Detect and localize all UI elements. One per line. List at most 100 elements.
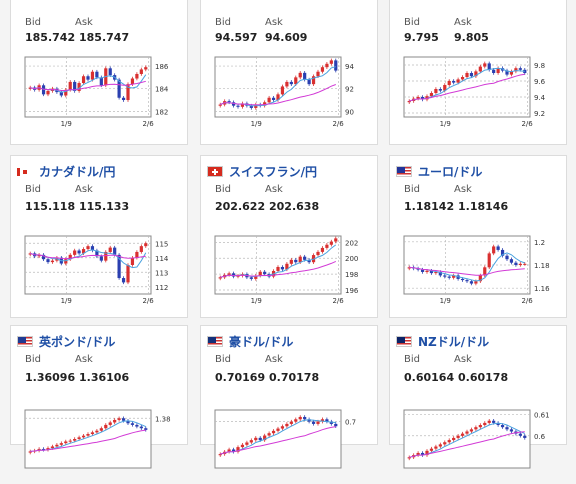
candle-body <box>452 275 456 278</box>
rate-card[interactable]: NZドル/ドル Bid Ask 0.60164 0.60178 0.61 0.6 <box>389 325 567 469</box>
y-tick-label: 92 <box>345 86 354 94</box>
candle-body <box>460 77 465 80</box>
candle-body <box>294 77 298 85</box>
candle-body <box>81 435 86 438</box>
candle-body <box>231 102 236 106</box>
candle-body <box>492 69 496 73</box>
candle-body <box>420 97 425 100</box>
bid-value: 0.60164 <box>404 371 455 384</box>
candle-body <box>443 85 447 91</box>
candle-body <box>144 67 148 70</box>
rate-card[interactable]: カナダドル/円 Bid Ask 115.118 115.133 115 114 113 112 1… <box>10 155 188 318</box>
ask-label: Ask <box>265 354 283 365</box>
candle-body <box>320 247 325 252</box>
candle-body <box>249 440 253 443</box>
candle-body <box>434 271 438 274</box>
candle-body <box>144 243 148 247</box>
rate-card[interactable]: ユーロ/ドル Bid Ask 1.18142 1.18146 1.2 1.18 1.16 1/9… <box>389 155 567 318</box>
rate-card[interactable]: スイスフラン/円 Bid Ask 202.622 202.638 202 200 198 196… <box>200 155 378 318</box>
card-header: スイスフラン/円 <box>207 162 317 180</box>
chart-frame <box>403 56 531 118</box>
y-tick-label: 202 <box>345 239 358 247</box>
candle-body <box>303 72 307 80</box>
y-tick-label: 9.4 <box>534 94 546 102</box>
x-tick-label: 2/6 <box>332 297 344 305</box>
ask-value: 0.70178 <box>269 371 320 384</box>
candle-body <box>320 67 325 72</box>
candle-body <box>303 256 307 260</box>
candle-body <box>280 86 285 95</box>
currency-pair-link[interactable]: ユーロ/ドル <box>418 164 483 179</box>
candle-body <box>41 85 46 95</box>
candle-body <box>509 71 514 75</box>
bid-ask-values: 94.597 94.609 <box>215 31 315 44</box>
candle-body <box>474 281 478 284</box>
y-tick-label: 114 <box>155 255 169 263</box>
candle-body <box>298 416 302 420</box>
price-chart: 115 114 113 112 1/9 2/6 <box>24 235 169 305</box>
currency-pair-link[interactable]: 豪ドル/ドル <box>229 334 294 349</box>
candle-body <box>496 422 500 426</box>
candle-body <box>73 81 77 91</box>
ask-value: 0.60178 <box>458 371 509 384</box>
long-moving-average <box>220 84 336 106</box>
price-chart: 94 92 90 1/9 2/6 <box>214 56 354 128</box>
candle-body <box>456 435 460 438</box>
currency-pair-link[interactable]: NZドル/ドル <box>418 334 490 349</box>
candle-body <box>73 439 77 441</box>
y-tick-label: 9.6 <box>534 78 546 86</box>
candle-body <box>523 263 527 265</box>
candle-body <box>81 249 86 254</box>
candle-body <box>294 259 298 263</box>
candle-body <box>465 431 469 434</box>
candle-body <box>90 432 95 435</box>
bid-label: Bid <box>25 354 41 365</box>
candle-body <box>64 441 68 444</box>
y-tick-label: 1.16 <box>534 285 550 293</box>
candle-body <box>285 263 289 270</box>
bid-value: 0.70169 <box>215 371 266 384</box>
candle-body <box>254 437 258 441</box>
ask-label: Ask <box>454 17 472 28</box>
candle-body <box>447 81 451 85</box>
rate-card[interactable]: Bid Ask 94.597 94.609 94 92 90 1/9 2/6 <box>200 0 378 145</box>
rate-card[interactable]: Bid Ask 9.795 9.805 9.8 9.6 9.4 9.2 1/9 2/6 <box>389 0 567 145</box>
currency-pair-link[interactable]: 英ポンド/ドル <box>39 334 116 349</box>
bid-ask-labels: Bid Ask <box>215 184 315 195</box>
price-chart: 1.2 1.18 1.16 1/9 2/6 <box>403 235 550 305</box>
ask-value: 1.36106 <box>79 371 130 384</box>
rate-card[interactable]: 英ポンド/ドル Bid Ask 1.36096 1.36106 1.38 <box>10 325 188 469</box>
bid-label: Bid <box>215 354 231 365</box>
y-tick-label: 9.8 <box>534 62 545 70</box>
candle-body <box>28 87 32 89</box>
candle-body <box>113 419 117 423</box>
candle-body <box>249 277 253 279</box>
candle-body <box>227 273 231 275</box>
rate-card[interactable]: 豪ドル/ドル Bid Ask 0.70169 0.70178 0.7 <box>200 325 378 469</box>
currency-pair-link[interactable]: カナダドル/円 <box>39 164 116 179</box>
candle-body <box>245 442 249 445</box>
ask-label: Ask <box>454 354 472 365</box>
candle-body <box>320 419 325 422</box>
rate-card[interactable]: Bid Ask 185.742 185.747 186 184 182 1/9 2/6 <box>10 0 188 145</box>
y-tick-label: 90 <box>345 108 354 116</box>
bid-value: 1.18142 <box>404 200 455 213</box>
uk-us-flag-icon <box>17 335 33 347</box>
candle-body <box>469 281 474 284</box>
candle-body <box>113 247 117 255</box>
x-tick-label: 2/6 <box>142 120 154 128</box>
ask-label: Ask <box>454 184 472 195</box>
y-tick-label: 1.2 <box>534 239 545 247</box>
candle-body <box>99 428 103 431</box>
candle-body <box>478 425 482 428</box>
bid-label: Bid <box>25 17 41 28</box>
candle-body <box>271 430 276 434</box>
candle-body <box>28 253 32 255</box>
currency-pair-link[interactable]: スイスフラン/円 <box>229 164 318 179</box>
candle-body <box>280 266 285 270</box>
bid-value: 115.118 <box>25 200 76 213</box>
candle-body <box>407 267 411 269</box>
candle-body <box>492 246 496 254</box>
x-tick-label: 2/6 <box>521 297 533 305</box>
candle-body <box>496 68 500 73</box>
